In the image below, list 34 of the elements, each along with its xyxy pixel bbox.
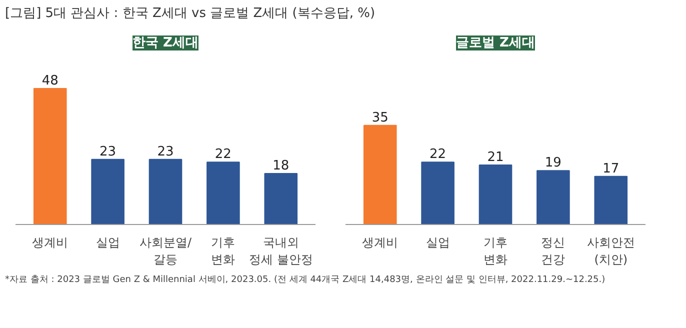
data-label: 35: [372, 110, 388, 125]
x-tick-label: 생계비: [32, 235, 68, 250]
x-tick-label: 정신 건강: [541, 235, 566, 266]
data-label: 48: [42, 73, 58, 88]
bar: [478, 164, 512, 224]
x-tick-label: 실업: [96, 235, 120, 250]
chart-title: 글로벌 Z세대: [456, 35, 535, 50]
text: [그림] 5대 관심사 : 한국 Z세대 vs 글로벌 Z세대 (복수응답, %): [5, 5, 376, 23]
x-tick-label: 기후 변화: [211, 235, 236, 266]
bar: [594, 175, 628, 224]
data-label: 19: [544, 155, 562, 170]
bar: [206, 161, 240, 224]
bar: [536, 170, 570, 224]
data-label: 23: [157, 144, 174, 159]
bar: [33, 88, 67, 224]
x-tick-label: 사회안전 (치안): [586, 235, 635, 266]
data-label: 22: [430, 146, 446, 162]
bar: [363, 124, 397, 224]
x-tick-label: 생계비: [362, 235, 398, 250]
bar: [148, 158, 182, 224]
bar: [421, 161, 454, 224]
bar: [264, 172, 298, 224]
x-tick-label: 실업: [426, 235, 450, 250]
x-tick-label: 기후 변화: [484, 235, 508, 266]
data-label: 21: [487, 150, 504, 165]
data-label: 22: [214, 146, 232, 162]
x-tick-label: 국내외 정세 불안정: [248, 235, 313, 266]
data-label: 17: [602, 160, 620, 176]
x-tick-label: 사회분열/ 갈등: [139, 235, 192, 266]
text: *자료 출처 : 2023 글로벌 Gen Z & Millennial 서베이, 2023.05. (전 세계 44개국 Z세대 14,483명, 온라인 설문 및 인터뷰, 2022.11.29.~12.25.): [5, 274, 606, 286]
chart-title: 한국 Z세대: [132, 35, 198, 50]
data-label: 23: [100, 144, 116, 159]
data-label: 18: [272, 158, 290, 174]
bar: [91, 158, 124, 224]
